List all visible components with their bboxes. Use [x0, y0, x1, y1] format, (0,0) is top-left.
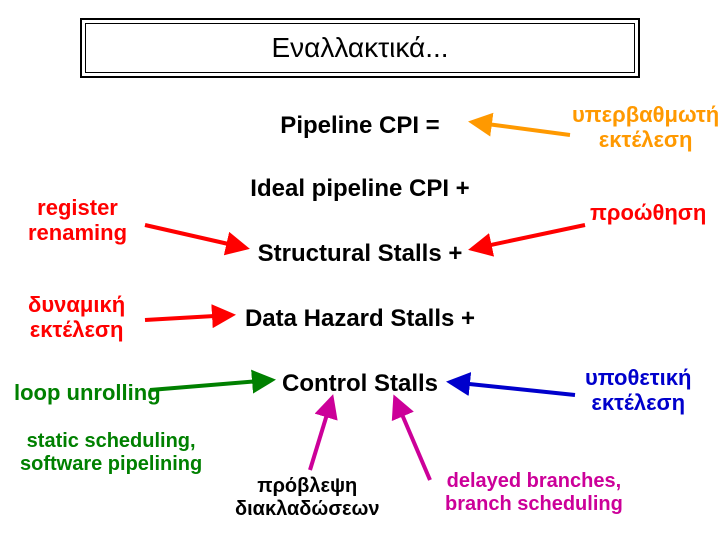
cpi-equation-line3: Structural Stalls + — [258, 240, 463, 268]
label-static-scheduling: static scheduling, software pipelining — [20, 430, 202, 476]
page-title: Εναλλακτικά... — [271, 32, 448, 64]
arrow — [145, 315, 232, 320]
arrow — [150, 380, 272, 390]
arrow — [472, 225, 585, 249]
label-superscalar: υπερβαθμωτή εκτέλεση — [572, 102, 719, 153]
label-branch-prediction: πρόβλεψη διακλαδώσεων — [235, 475, 380, 521]
label-dynamic-execution: δυναμική εκτέλεση — [28, 292, 125, 343]
arrow — [310, 398, 332, 470]
cpi-equation-line1: Pipeline CPI = — [280, 112, 439, 140]
title-box: Εναλλακτικά... — [80, 18, 640, 78]
label-delayed-branches: delayed branches, branch scheduling — [445, 470, 623, 516]
cpi-equation-line4: Data Hazard Stalls + — [245, 305, 475, 333]
label-speculative: υποθετική εκτέλεση — [585, 365, 691, 416]
label-loop-unrolling: loop unrolling — [14, 380, 161, 405]
cpi-equation-line2: Ideal pipeline CPI + — [250, 175, 469, 203]
arrow — [472, 122, 570, 135]
cpi-equation-line5: Control Stalls — [282, 370, 438, 398]
arrow — [395, 398, 430, 480]
arrow — [145, 225, 246, 248]
label-register-renaming: register renaming — [28, 195, 127, 246]
label-forwarding: προώθηση — [590, 200, 706, 225]
arrow — [450, 382, 575, 395]
